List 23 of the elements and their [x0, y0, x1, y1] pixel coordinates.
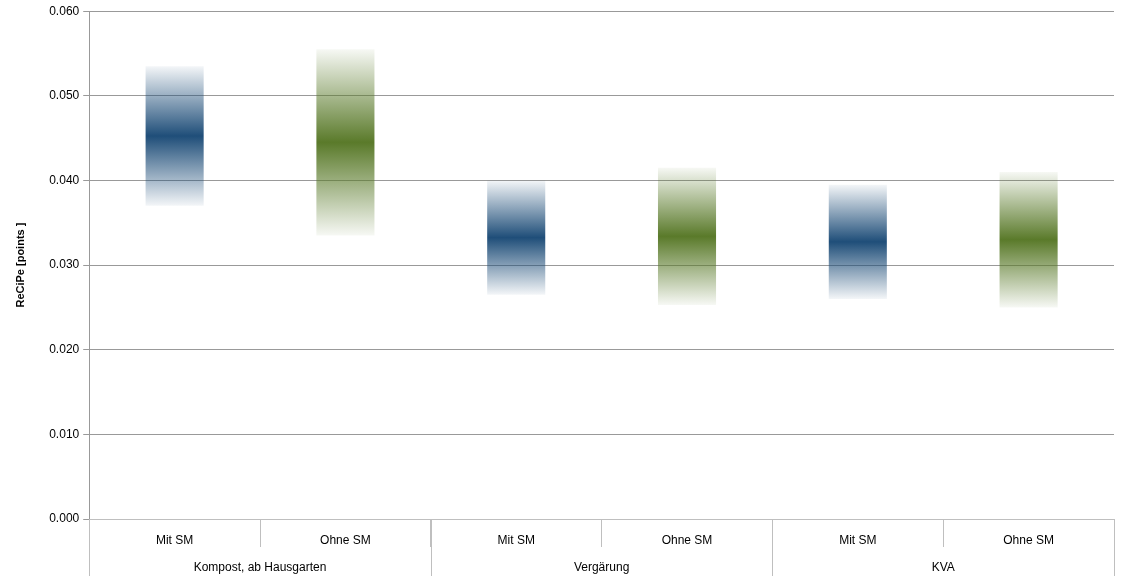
x-tick-label: Mit SM: [839, 532, 877, 547]
y-tick-label: 0.050: [49, 88, 80, 103]
bar: [487, 180, 546, 295]
bar: [145, 66, 204, 206]
y-tick-label: 0.030: [49, 257, 80, 272]
bar: [999, 172, 1058, 308]
y-tick-label: 0.040: [49, 172, 80, 187]
x-tick-label: Mit SM: [497, 532, 535, 547]
x-tick-label: Ohne SM: [661, 532, 713, 547]
x-tick-label: Mit SM: [155, 532, 194, 547]
bar: [657, 167, 717, 305]
bar: [316, 49, 375, 236]
y-tick-label: 0.000: [49, 511, 80, 526]
bar: [828, 184, 887, 299]
y-axis-title: ReCiPe [points ]: [13, 222, 26, 308]
y-tick-label: 0.020: [49, 342, 80, 357]
text: Kompost, ab Hausgarten: [193, 560, 327, 575]
y-tick-label: 0.060: [49, 3, 80, 18]
text: Vergärung: [573, 560, 630, 575]
x-tick-label: Ohne SM: [320, 532, 371, 547]
y-tick-label: 0.010: [49, 426, 80, 441]
x-tick-label: Ohne SM: [1003, 532, 1054, 547]
text: KVA: [931, 560, 955, 575]
